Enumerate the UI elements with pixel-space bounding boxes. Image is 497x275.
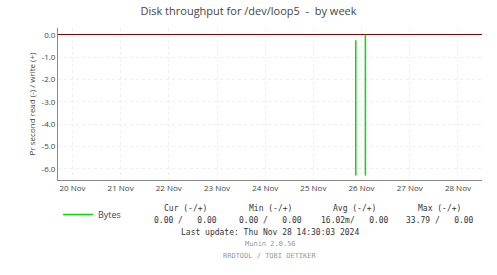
svg-text:Cur (-/+): Cur (-/+) <box>164 204 207 213</box>
svg-text:-4.0: -4.0 <box>42 118 56 129</box>
svg-text:20 Nov: 20 Nov <box>59 182 85 193</box>
svg-text:22 Nov: 22 Nov <box>156 182 182 193</box>
svg-text:28 Nov: 28 Nov <box>445 182 471 193</box>
svg-text:25 Nov: 25 Nov <box>300 182 326 193</box>
svg-text:23 Nov: 23 Nov <box>204 182 230 193</box>
svg-text:24 Nov: 24 Nov <box>252 182 278 193</box>
svg-text:Avg (-/+): Avg (-/+) <box>333 204 376 213</box>
svg-text:Disk throughput for /dev/loop5: Disk throughput for /dev/loop5 - by week <box>140 3 356 18</box>
svg-text:26 Nov: 26 Nov <box>349 182 375 193</box>
svg-text:Last update: Thu Nov 28 14:30:: Last update: Thu Nov 28 14:30:03 2024 <box>181 228 359 237</box>
svg-text:Munin 2.0.56: Munin 2.0.56 <box>245 240 296 248</box>
svg-text:0.0: 0.0 <box>44 29 56 40</box>
svg-text:-2.0: -2.0 <box>42 73 56 84</box>
svg-text:27 Nov: 27 Nov <box>397 182 423 193</box>
svg-text:0.00 / 0.00: 0.00 / 0.00 <box>154 216 217 225</box>
svg-text:33.79 / 0.00: 33.79 / 0.00 <box>406 216 474 225</box>
svg-text:RRDTOOL / TOBI OETIKER: RRDTOOL / TOBI OETIKER <box>223 252 317 260</box>
svg-text:Min (-/+): Min (-/+) <box>249 204 292 213</box>
svg-text:-6.0: -6.0 <box>42 163 56 174</box>
svg-text:-3.0: -3.0 <box>42 96 56 107</box>
svg-text:Bytes: Bytes <box>98 208 121 221</box>
svg-text:-1.0: -1.0 <box>42 51 56 62</box>
svg-text:Pr second read (-) / write (+): Pr second read (-) / write (+) <box>26 52 37 155</box>
svg-text:21 Nov: 21 Nov <box>108 182 134 193</box>
svg-text:16.02m/ 0.00: 16.02m/ 0.00 <box>321 216 389 225</box>
svg-text:-5.0: -5.0 <box>42 140 56 151</box>
svg-text:Max (-/+): Max (-/+) <box>418 204 461 213</box>
svg-text:0.00 / 0.00: 0.00 / 0.00 <box>239 216 302 225</box>
